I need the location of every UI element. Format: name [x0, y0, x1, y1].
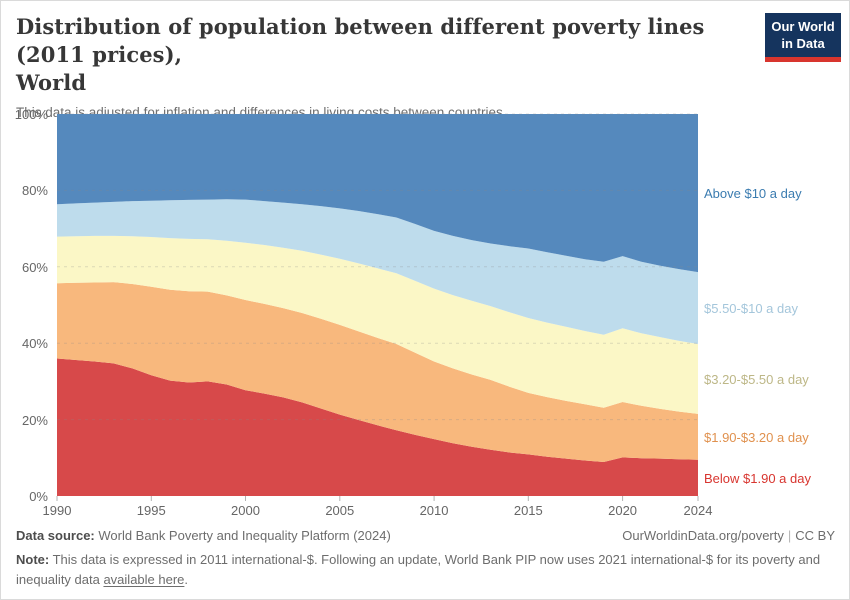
series-label-5-50-10-a-day[interactable]: $5.50-$10 a day [704, 301, 798, 317]
series-label-above-10-a-day[interactable]: Above $10 a day [704, 186, 802, 202]
note: Note: This data is expressed in 2011 int… [16, 550, 835, 589]
y-tick-label-0: 0% [29, 489, 48, 504]
owid-logo-line1: Our World [771, 19, 835, 34]
source-row: Data source: World Bank Poverty and Ineq… [16, 528, 835, 543]
credit-license-link[interactable]: CC BY [795, 528, 835, 543]
area-series-above-10-a-day[interactable] [57, 114, 698, 273]
area-series-5-50-10-a-day[interactable] [57, 199, 698, 344]
x-tick-label-2024: 2024 [683, 503, 713, 518]
data-source-value: World Bank Poverty and Inequality Platfo… [94, 528, 391, 543]
series-label-below-1-90-a-day[interactable]: Below $1.90 a day [704, 470, 811, 486]
note-available-here-link[interactable]: available here [103, 571, 185, 587]
chart-footer: Data source: World Bank Poverty and Ineq… [16, 528, 835, 589]
y-tick-label-40: 40% [21, 336, 48, 352]
chart-title-line1: Distribution of population between diffe… [16, 14, 705, 67]
x-tick-label-2000: 2000 [231, 503, 260, 518]
chart-title-line2: World [16, 69, 87, 95]
note-text: This data is expressed in 2011 internati… [16, 552, 821, 587]
owid-logo-line2: in Data [781, 35, 825, 51]
area-series-3-20-5-50-a-day[interactable] [57, 235, 698, 414]
area-series-below-1-90-a-day[interactable] [57, 358, 698, 497]
series-label-1-90-3-20-a-day[interactable]: $1.90-$3.20 a day [704, 429, 809, 445]
credit-url-link[interactable]: OurWorldinData.org/poverty [622, 528, 784, 543]
chart-title: Distribution of population between diffe… [16, 13, 736, 97]
x-tick-label-1995: 1995 [136, 503, 166, 518]
x-tick-label-1990: 1990 [42, 503, 72, 518]
credit-separator: | [787, 528, 792, 543]
x-tick-label-2015: 2015 [513, 503, 543, 518]
y-tick-label-80: 80% [21, 183, 48, 199]
area-series-1-90-3-20-a-day[interactable] [57, 282, 698, 462]
data-source: Data source: World Bank Poverty and Ineq… [16, 528, 391, 543]
data-source-label: Data source: [16, 528, 95, 543]
x-tick-label-2010: 2010 [419, 503, 449, 518]
note-label: Note: [16, 552, 50, 567]
note-text-end: . [184, 571, 189, 587]
x-tick-label-2005: 2005 [325, 503, 355, 518]
y-tick-label-20: 20% [21, 412, 48, 428]
x-tick-label-2020: 2020 [608, 503, 638, 518]
credit: OurWorldinData.org/poverty | CC BY [622, 528, 835, 543]
owid-logo[interactable]: Our World in Data [765, 13, 841, 63]
y-tick-label-100: 100% [14, 107, 48, 122]
series-label-3-20-5-50-a-day[interactable]: $3.20-$5.50 a day [704, 371, 809, 387]
y-tick-label-60: 60% [21, 259, 48, 275]
